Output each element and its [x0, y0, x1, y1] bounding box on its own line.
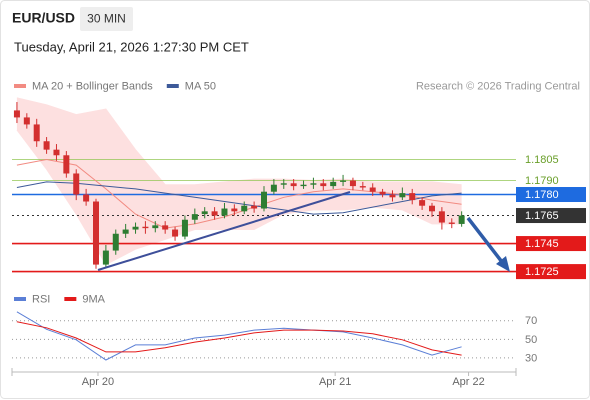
candle-body [112, 233, 119, 251]
candle-body [369, 187, 376, 192]
level-label: 1.1725 [525, 266, 559, 278]
legend-swatch [14, 297, 26, 301]
level-label: 1.1745 [525, 238, 559, 250]
candle-body [379, 191, 386, 195]
timeframe-box [80, 7, 133, 31]
projection-arrow [466, 216, 504, 264]
legend-label: MA 50 [185, 80, 216, 92]
credit: Research © 2026 Trading Central [416, 80, 580, 92]
candle-body [191, 214, 198, 220]
trend-line [97, 191, 351, 271]
candle-body [132, 226, 139, 230]
candle-body [429, 205, 435, 212]
y-tick-label: 70 [525, 315, 537, 327]
candle-body [83, 194, 90, 202]
candle-body [409, 193, 416, 201]
moving-average [16, 158, 462, 229]
candle-body [73, 173, 80, 195]
candle-body [23, 117, 30, 125]
level-label: 1.1780 [525, 189, 559, 201]
x-tick-label: Apr 20 [82, 376, 114, 388]
candle-body [261, 191, 267, 209]
candle-body [211, 211, 218, 216]
candle-body [152, 225, 159, 229]
level-box [516, 236, 586, 252]
candle-body [399, 193, 406, 198]
candle-body [102, 250, 109, 265]
legend-swatch [14, 84, 26, 88]
candle-body [63, 155, 70, 174]
plot-layer: MA 20 + Bollinger Bands MA 50 Research © 2… [11, 80, 586, 388]
candle-body [241, 205, 248, 212]
candle-body [419, 200, 426, 206]
candle-body [320, 183, 327, 187]
symbol: EUR/USD [12, 10, 75, 26]
level-label: 1.1790 [525, 175, 559, 187]
candle-body [349, 180, 356, 187]
x-tick-label: Apr 21 [319, 376, 351, 388]
x-tick-label: Apr 22 [452, 376, 484, 388]
candle-body [448, 222, 455, 224]
indicator-line [16, 321, 462, 356]
candle-body [162, 225, 169, 230]
candle-body [251, 205, 258, 209]
timeframe: 30 MIN [87, 12, 126, 26]
legend-swatch [166, 84, 179, 88]
level-box [516, 208, 586, 224]
candle-body [340, 180, 347, 182]
y-tick-label: 30 [525, 352, 537, 364]
candle-body [13, 110, 20, 118]
candle-body [181, 219, 188, 237]
candle-body [290, 183, 297, 187]
candle-body [310, 183, 317, 185]
level-box [516, 264, 586, 280]
y-tick-label: 50 [525, 334, 537, 346]
legend-swatch [64, 297, 77, 301]
candle-body [438, 211, 445, 223]
legend-label: 9MA [82, 293, 105, 305]
level-label: 1.1765 [525, 210, 559, 222]
level-box [516, 187, 586, 203]
candle-body [270, 184, 277, 192]
candle-body [330, 181, 337, 187]
legend-label: MA 20 + Bollinger Bands [32, 80, 153, 92]
candle-body [53, 149, 60, 156]
candle-body [280, 183, 287, 185]
arrow-head [496, 256, 510, 272]
candle-body [458, 215, 465, 224]
candle-body [93, 201, 99, 265]
level-label: 1.1805 [525, 154, 559, 166]
candle-body [359, 186, 366, 188]
datetime: Tuesday, April 21, 2026 1:27:30 PM CET [14, 39, 249, 54]
candle-body [33, 124, 40, 142]
candle-body [300, 184, 307, 187]
candle-body [122, 229, 129, 234]
candle-body [172, 229, 179, 237]
candle-body [142, 226, 149, 229]
candle-body [221, 208, 228, 216]
candle-body [43, 141, 50, 150]
legend-label: RSI [32, 293, 50, 305]
band-edge [16, 129, 462, 266]
moving-average [16, 181, 462, 215]
candle-body [231, 208, 238, 212]
indicator-line [16, 311, 462, 361]
candle-body [389, 194, 396, 198]
candle-body [201, 211, 208, 215]
